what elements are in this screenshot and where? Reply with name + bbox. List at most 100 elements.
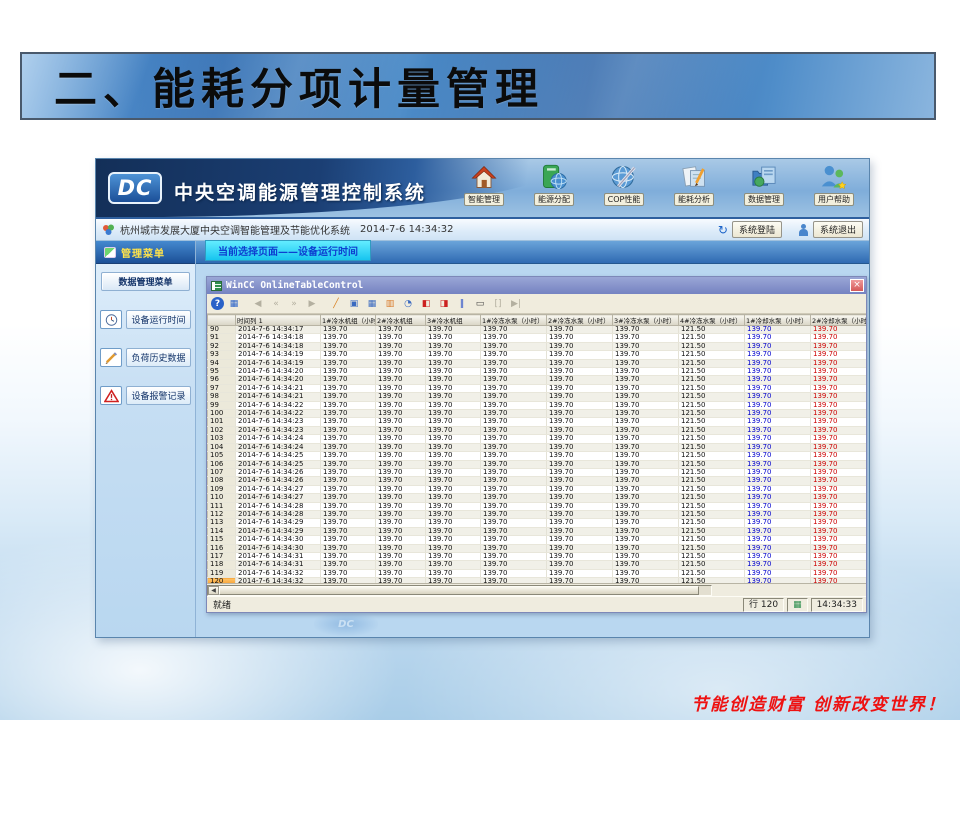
cell-value: 139.70: [744, 518, 811, 528]
table-row[interactable]: 114 2014-7-6 14:34:29 139.70 139.70 139.70 13…: [207, 527, 866, 537]
table-row[interactable]: 100 2014-7-6 14:34:22 139.70 139.70 139.70 13…: [207, 409, 866, 419]
table-row[interactable]: 104 2014-7-6 14:34:24 139.70 139.70 139.70 13…: [207, 443, 866, 453]
table-row[interactable]: 95 2014-7-6 14:34:20 139.70 139.70 139.70 139…: [207, 367, 866, 377]
pause-icon[interactable]: ‖: [459, 298, 465, 309]
table-row[interactable]: 105 2014-7-6 14:34:25 139.70 139.70 139.70 13…: [207, 451, 866, 461]
table-row[interactable]: 117 2014-7-6 14:34:31 139.70 139.70 139.70 13…: [207, 552, 866, 562]
table-row[interactable]: 107 2014-7-6 14:34:26 139.70 139.70 139.70 13…: [207, 468, 866, 478]
sidebar-item-device-runtime[interactable]: 设备运行时间: [100, 310, 191, 329]
table-row[interactable]: 96 2014-7-6 14:34:20 139.70 139.70 139.70 139…: [207, 375, 866, 385]
nav-item-energy-distribution[interactable]: 能源分配: [523, 162, 585, 216]
table-row[interactable]: 90 2014-7-6 14:34:17 139.70 139.70 139.70 139…: [207, 325, 866, 335]
table-row[interactable]: 94 2014-7-6 14:34:19 139.70 139.70 139.70 139…: [207, 359, 866, 369]
cell-time: 2014-7-6 14:34:20: [235, 375, 321, 385]
start-stop-update-icon[interactable]: ◧: [421, 298, 431, 309]
cell-value: 139.70: [546, 535, 613, 545]
cell-time: 2014-7-6 14:34:19: [235, 350, 321, 360]
table-row[interactable]: 93 2014-7-6 14:34:19 139.70 139.70 139.70 139…: [207, 350, 866, 360]
table-row[interactable]: 91 2014-7-6 14:34:18 139.70 139.70 139.70 139…: [207, 333, 866, 343]
select-columns-icon[interactable]: ▦: [367, 298, 377, 309]
system-name: 杭州城市发展大厦中央空调智能管理及节能优化系统: [120, 226, 350, 237]
table-row[interactable]: 118 2014-7-6 14:34:31 139.70 139.70 139.70 13…: [207, 560, 866, 570]
time-selection-icon[interactable]: ◔: [404, 298, 412, 309]
row-number: 111: [207, 502, 236, 511]
nav-item-label: 能源分配: [534, 193, 574, 206]
nav-item-data-management[interactable]: 数据管理: [733, 162, 795, 216]
table-row[interactable]: 116 2014-7-6 14:34:30 139.70 139.70 139.70 13…: [207, 544, 866, 553]
scrollbar-thumb[interactable]: [219, 585, 699, 595]
slide-slogan: 节能创造财富 创新改变世界！: [691, 695, 946, 715]
sidebar-menu-header[interactable]: 数据管理菜单: [101, 272, 190, 291]
close-icon[interactable]: ×: [850, 279, 864, 292]
table-row[interactable]: 111 2014-7-6 14:34:28 139.70 139.70 139.70 13…: [207, 502, 866, 511]
cell-value: 121.50: [678, 544, 745, 553]
cell-value: 139.70: [810, 527, 866, 537]
table-row[interactable]: 112 2014-7-6 14:34:28 139.70 139.70 139.70 13…: [207, 510, 866, 520]
table-row[interactable]: 115 2014-7-6 14:34:30 139.70 139.70 139.70 13…: [207, 535, 866, 545]
edit-icon[interactable]: ╱: [333, 298, 339, 309]
cell-value: 139.70: [546, 552, 613, 562]
cell-value: 139.70: [480, 426, 547, 436]
tab-current-page[interactable]: 当前选择页面——设备运行时间: [205, 240, 371, 261]
nav-item-cop-performance[interactable]: COP性能: [593, 162, 655, 216]
cell-value: 139.70: [375, 350, 426, 360]
cell-value: 139.70: [375, 417, 426, 427]
table-row[interactable]: 101 2014-7-6 14:34:23 139.70 139.70 139.70 13…: [207, 417, 866, 427]
table-row[interactable]: 97 2014-7-6 14:34:21 139.70 139.70 139.70 139…: [207, 384, 866, 394]
table-row[interactable]: 108 2014-7-6 14:34:26 139.70 139.70 139.70 13…: [207, 476, 866, 486]
configuration-icon[interactable]: ▦: [229, 298, 239, 309]
cell-value: 139.70: [375, 409, 426, 419]
horizontal-scrollbar[interactable]: ◀: [207, 584, 866, 596]
cell-value: 139.70: [810, 476, 866, 486]
cell-value: 139.70: [612, 451, 679, 461]
system-logout-button[interactable]: 系统退出: [812, 221, 863, 238]
table-row[interactable]: 119 2014-7-6 14:34:32 139.70 139.70 139.70 13…: [207, 569, 866, 579]
wincc-titlebar[interactable]: WinCC OnlineTableControl ×: [207, 277, 866, 294]
cell-value: 139.70: [375, 375, 426, 385]
cell-value: 139.70: [546, 451, 613, 461]
cell-value: 139.70: [425, 451, 481, 461]
nav-item-smart-management[interactable]: 智能管理: [453, 162, 515, 216]
sidebar-item-load-history[interactable]: 负荷历史数据: [100, 348, 191, 367]
table-row[interactable]: 106 2014-7-6 14:34:25 139.70 139.70 139.70 13…: [207, 460, 866, 469]
table-row[interactable]: 109 2014-7-6 14:34:27 139.70 139.70 139.70 13…: [207, 485, 866, 495]
first-record-icon: ◀: [254, 298, 262, 309]
cell-value: 139.70: [810, 451, 866, 461]
cell-value: 139.70: [425, 426, 481, 436]
table-row[interactable]: 99 2014-7-6 14:34:22 139.70 139.70 139.70 139…: [207, 401, 866, 411]
cell-value: 139.70: [546, 577, 613, 583]
table-row[interactable]: 98 2014-7-6 14:34:21 139.70 139.70 139.70 139…: [207, 392, 866, 402]
cell-value: 139.70: [375, 535, 426, 545]
cell-value: 121.50: [678, 417, 745, 427]
cell-value: 121.50: [678, 527, 745, 537]
help-icon[interactable]: ?: [211, 297, 224, 310]
cell-value: 139.70: [612, 535, 679, 545]
scrollbar-track[interactable]: ◀: [207, 584, 712, 596]
cell-value: 139.70: [546, 460, 613, 469]
table-row[interactable]: 92 2014-7-6 14:34:18 139.70 139.70 139.70 139…: [207, 342, 866, 352]
table-row[interactable]: 113 2014-7-6 14:34:29 139.70 139.70 139.70 13…: [207, 518, 866, 528]
cell-value: 139.70: [320, 552, 376, 562]
print-icon[interactable]: ▭: [475, 298, 485, 309]
copy-icon[interactable]: ▣: [349, 298, 359, 309]
scroll-left-arrow-icon[interactable]: ◀: [208, 585, 219, 595]
table-row[interactable]: 110 2014-7-6 14:34:27 139.70 139.70 139.70 13…: [207, 493, 866, 503]
cell-value: 139.70: [480, 350, 547, 360]
system-login-button[interactable]: 系统登陆: [731, 221, 782, 238]
cell-value: 139.70: [320, 443, 376, 453]
table-row[interactable]: 103 2014-7-6 14:34:24 139.70 139.70 139.70 13…: [207, 434, 866, 444]
cell-time: 2014-7-6 14:34:22: [235, 401, 321, 411]
cell-value: 139.70: [546, 409, 613, 419]
cell-value: 139.70: [480, 552, 547, 562]
cell-value: 139.70: [480, 468, 547, 478]
export-data-icon[interactable]: ◨: [439, 298, 449, 309]
nav-item-energy-analysis[interactable]: 能耗分析: [663, 162, 725, 216]
statistics-icon[interactable]: ▥: [385, 298, 395, 309]
cell-value: 121.50: [678, 502, 745, 511]
sidebar-item-label: 设备运行时间: [126, 310, 191, 329]
sidebar-item-device-alarms[interactable]: 设备报警记录: [100, 386, 191, 405]
table-row[interactable]: 102 2014-7-6 14:34:23 139.70 139.70 139.70 13…: [207, 426, 866, 436]
table-row[interactable]: 120 2014-7-6 14:34:32 139.70 139.70 139.70 13…: [207, 577, 866, 583]
cell-value: 139.70: [375, 552, 426, 562]
nav-item-user-help[interactable]: 用户帮助: [803, 162, 865, 216]
